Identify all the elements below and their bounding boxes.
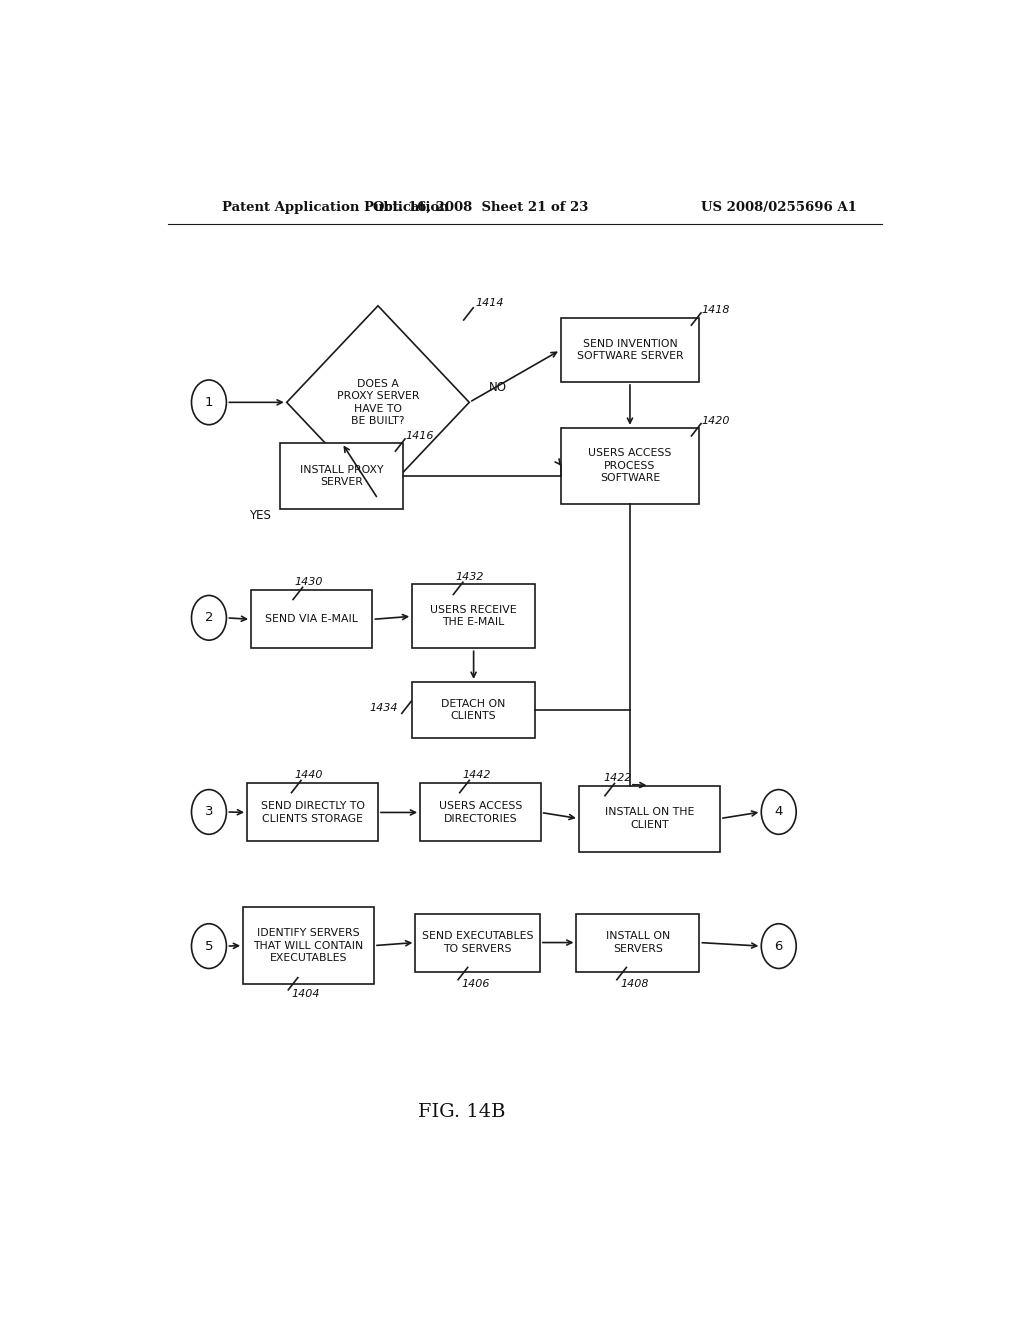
Text: SEND INVENTION
SOFTWARE SERVER: SEND INVENTION SOFTWARE SERVER [577,339,683,362]
Text: INSTALL ON THE
CLIENT: INSTALL ON THE CLIENT [605,808,694,830]
Text: INSTALL ON
SERVERS: INSTALL ON SERVERS [606,932,670,954]
Text: USERS RECEIVE
THE E-MAIL: USERS RECEIVE THE E-MAIL [430,605,517,627]
Bar [281,444,403,510]
Text: FIG. 14B: FIG. 14B [418,1102,505,1121]
Text: 3: 3 [205,805,213,818]
Text: 1440: 1440 [295,771,324,780]
Text: 1432: 1432 [455,573,483,582]
Circle shape [761,924,797,969]
Bar [579,785,720,851]
Bar [412,585,536,648]
Text: US 2008/0255696 A1: US 2008/0255696 A1 [700,201,857,214]
Circle shape [191,924,226,969]
Bar [420,784,541,841]
Text: NO: NO [489,381,507,395]
Text: 2: 2 [205,611,213,624]
Text: 1420: 1420 [701,416,730,426]
Circle shape [191,789,226,834]
Bar [560,428,699,504]
Circle shape [191,380,226,425]
Circle shape [191,595,226,640]
Bar [247,784,378,841]
Text: IDENTIFY SERVERS
THAT WILL CONTAIN
EXECUTABLES: IDENTIFY SERVERS THAT WILL CONTAIN EXECU… [253,928,364,964]
Text: USERS ACCESS
DIRECTORIES: USERS ACCESS DIRECTORIES [438,801,522,824]
Text: INSTALL PROXY
SERVER: INSTALL PROXY SERVER [300,465,384,487]
Text: 4: 4 [774,805,783,818]
Text: 1434: 1434 [370,704,397,713]
Bar [577,913,699,972]
Bar [416,913,540,972]
Text: 1414: 1414 [475,298,504,308]
Text: YES: YES [249,510,270,521]
Text: SEND VIA E-MAIL: SEND VIA E-MAIL [265,614,358,624]
Text: 1430: 1430 [295,577,324,587]
Text: Patent Application Publication: Patent Application Publication [221,201,449,214]
Text: 1418: 1418 [701,305,730,315]
Text: 1422: 1422 [603,774,632,784]
Text: SEND EXECUTABLES
TO SERVERS: SEND EXECUTABLES TO SERVERS [422,932,534,954]
Bar [243,907,374,983]
Text: 1: 1 [205,396,213,409]
Text: 1408: 1408 [621,978,648,989]
Text: Oct. 16, 2008  Sheet 21 of 23: Oct. 16, 2008 Sheet 21 of 23 [374,201,589,214]
Text: USERS ACCESS
PROCESS
SOFTWARE: USERS ACCESS PROCESS SOFTWARE [588,449,672,483]
Bar [412,682,536,738]
Text: 1406: 1406 [462,978,489,989]
Circle shape [761,789,797,834]
Text: 1442: 1442 [463,771,492,780]
Text: SEND DIRECTLY TO
CLIENTS STORAGE: SEND DIRECTLY TO CLIENTS STORAGE [260,801,365,824]
Text: DOES A
PROXY SERVER
HAVE TO
BE BUILT?: DOES A PROXY SERVER HAVE TO BE BUILT? [337,379,419,426]
Text: 5: 5 [205,940,213,953]
Bar [251,590,373,648]
Text: 1404: 1404 [292,989,321,999]
Text: 1416: 1416 [406,430,434,441]
Bar [560,318,699,381]
Text: 6: 6 [774,940,783,953]
Polygon shape [287,306,469,499]
Text: DETACH ON
CLIENTS: DETACH ON CLIENTS [441,698,506,721]
